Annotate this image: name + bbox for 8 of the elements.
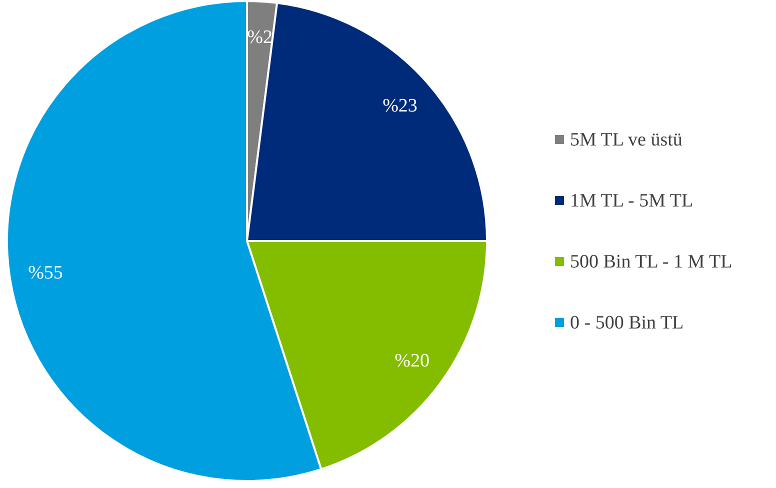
- data-label: %55: [28, 262, 63, 284]
- legend-label: 1M TL - 5M TL: [570, 190, 694, 212]
- data-label: %23: [382, 96, 418, 117]
- legend-label: 0 - 500 Bin TL: [570, 312, 684, 334]
- legend-label: 5M TL ve üstü: [570, 130, 683, 150]
- legend-label: 500 Bin TL - 1 M TL: [570, 252, 732, 272]
- data-label: %20: [394, 350, 430, 372]
- data-label: %2: [247, 26, 272, 48]
